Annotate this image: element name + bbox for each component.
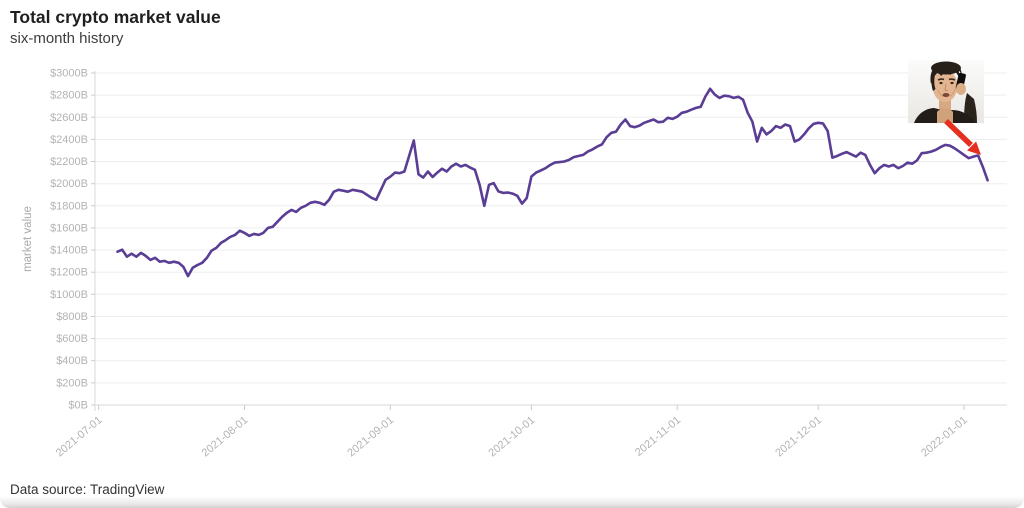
svg-text:market value: market value bbox=[22, 206, 34, 272]
svg-text:$1200B: $1200B bbox=[50, 267, 88, 279]
svg-text:$1600B: $1600B bbox=[50, 222, 88, 234]
svg-text:$2800B: $2800B bbox=[50, 90, 88, 102]
svg-text:$3000B: $3000B bbox=[50, 68, 88, 80]
svg-text:$200B: $200B bbox=[56, 377, 88, 389]
svg-text:$2600B: $2600B bbox=[50, 112, 88, 124]
svg-text:$2200B: $2200B bbox=[50, 156, 88, 168]
man-on-phone-meme-image bbox=[908, 60, 984, 123]
svg-text:$400B: $400B bbox=[56, 355, 88, 367]
y-axis-labels: $0B $200B $400B $600B $800B $1000B $1200B $1400… bbox=[22, 68, 88, 412]
svg-text:2021-10-01: 2021-10-01 bbox=[487, 414, 538, 459]
svg-text:2021-12-01: 2021-12-01 bbox=[773, 414, 824, 459]
svg-text:$600B: $600B bbox=[56, 333, 88, 345]
grid-lines bbox=[91, 72, 1007, 406]
svg-text:$2400B: $2400B bbox=[50, 134, 88, 146]
svg-text:2021-11-01: 2021-11-01 bbox=[633, 414, 683, 459]
red-arrow-annotation bbox=[944, 119, 981, 155]
svg-text:$800B: $800B bbox=[56, 311, 88, 323]
svg-text:2021-09-01: 2021-09-01 bbox=[345, 414, 396, 459]
chart-header: Total crypto market value six-month hist… bbox=[10, 6, 221, 48]
svg-text:$1000B: $1000B bbox=[50, 289, 88, 301]
axis-spines bbox=[94, 71, 1007, 411]
svg-text:2022-01-01: 2022-01-01 bbox=[919, 414, 970, 459]
page-title: Total crypto market value bbox=[10, 7, 221, 27]
svg-text:$2000B: $2000B bbox=[50, 178, 88, 190]
svg-text:2021-08-01: 2021-08-01 bbox=[200, 414, 251, 459]
bottom-fade-strip bbox=[0, 496, 1024, 508]
svg-text:$1400B: $1400B bbox=[50, 245, 88, 257]
data-source-label: Data source: TradingView bbox=[10, 482, 165, 497]
svg-text:$0B: $0B bbox=[68, 400, 88, 412]
page-subtitle: six-month history bbox=[10, 29, 124, 47]
svg-text:2021-07-01: 2021-07-01 bbox=[54, 414, 105, 459]
x-axis-labels: 2021-07-01 2021-08-01 2021-09-01 2021-10-01… bbox=[54, 405, 970, 459]
market-value-line bbox=[116, 87, 989, 278]
svg-text:$1800B: $1800B bbox=[50, 200, 88, 212]
